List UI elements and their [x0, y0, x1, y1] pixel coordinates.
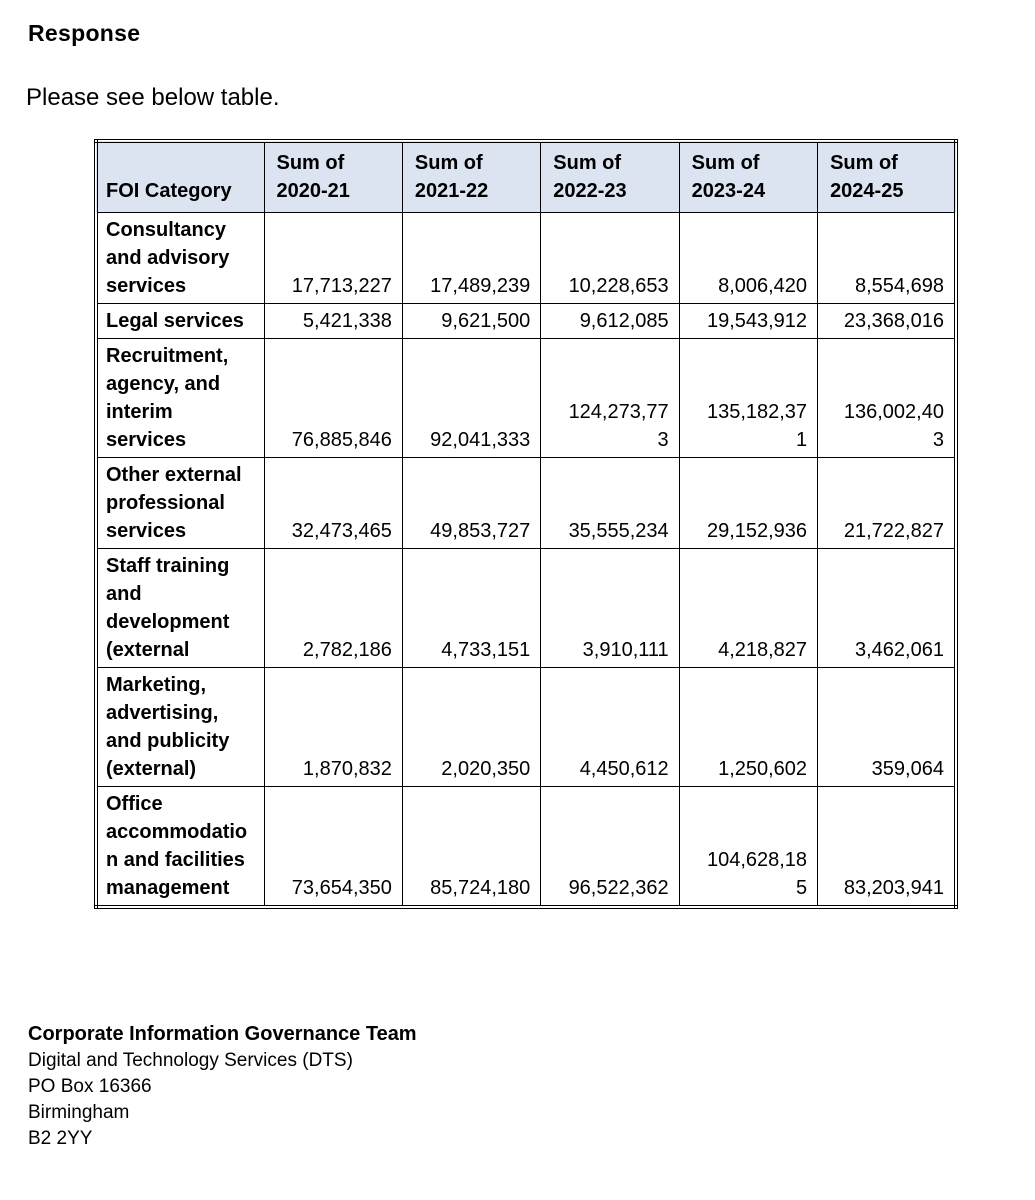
value-cell: 4,218,827: [678, 548, 819, 668]
value-cell: 17,489,239: [401, 212, 542, 304]
column-header-2020-21: Sum of 2020-21: [263, 140, 403, 213]
value-cell: 29,152,936: [678, 457, 819, 549]
table-row: Staff training and development (external…: [95, 548, 957, 668]
value-cell: 135,182,371: [678, 338, 819, 458]
value-cell: 136,002,403: [817, 338, 957, 458]
value-cell: 124,273,773: [540, 338, 680, 458]
value-cell: 359,064: [817, 667, 957, 787]
column-header-2022-23: Sum of 2022-23: [540, 140, 680, 213]
value-cell: 73,654,350: [263, 786, 403, 908]
category-cell: Marketing, advertising, and publicity (e…: [95, 667, 265, 787]
value-cell: 104,628,185: [678, 786, 819, 908]
value-cell: 8,006,420: [678, 212, 819, 304]
value-cell: 83,203,941: [817, 786, 957, 908]
value-cell: 3,462,061: [817, 548, 957, 668]
value-cell: 35,555,234: [540, 457, 680, 549]
category-cell: Legal services: [95, 303, 265, 339]
column-header-2024-25: Sum of 2024-25: [817, 140, 957, 213]
value-cell: 1,250,602: [678, 667, 819, 787]
footer-signature-block: Corporate Information Governance Team Di…: [28, 1021, 1015, 1152]
document-page: Response Please see below table. FOI Cat…: [26, 20, 1015, 1152]
page-title: Response: [28, 20, 141, 46]
footer-address-line: Birmingham: [28, 1102, 130, 1123]
value-cell: 3,910,111: [540, 548, 680, 668]
category-cell: Other external professional services: [95, 457, 265, 549]
table-container: FOI Category Sum of 2020-21 Sum of 2021-…: [94, 139, 1015, 909]
table-row: Consultancy and advisory services 17,713…: [95, 212, 957, 304]
footer-address-line: PO Box 16366: [28, 1076, 152, 1097]
intro-text: Please see below table.: [26, 84, 280, 111]
value-cell: 10,228,653: [540, 212, 680, 304]
value-cell: 9,612,085: [540, 303, 680, 339]
table-row: Office accommodation and facilities mana…: [95, 786, 957, 908]
table-row: Recruitment, agency, and interim service…: [95, 338, 957, 458]
value-cell: 23,368,016: [817, 303, 957, 339]
value-cell: 5,421,338: [263, 303, 403, 339]
footer-address-line: B2 2YY: [28, 1128, 93, 1149]
table-row: Legal services 5,421,338 9,621,500 9,612…: [95, 303, 957, 339]
category-cell: Office accommodation and facilities mana…: [95, 786, 265, 908]
value-cell: 1,870,832: [263, 667, 403, 787]
column-header-2023-24: Sum of 2023-24: [678, 140, 819, 213]
header-row: FOI Category Sum of 2020-21 Sum of 2021-…: [95, 140, 957, 213]
value-cell: 85,724,180: [401, 786, 542, 908]
column-header-foi-category: FOI Category: [95, 140, 265, 213]
value-cell: 32,473,465: [263, 457, 403, 549]
footer-address-line: Digital and Technology Services (DTS): [28, 1050, 353, 1071]
category-cell: Consultancy and advisory services: [95, 212, 265, 304]
value-cell: 96,522,362: [540, 786, 680, 908]
value-cell: 21,722,827: [817, 457, 957, 549]
category-cell: Staff training and development (external: [95, 548, 265, 668]
value-cell: 76,885,846: [263, 338, 403, 458]
footer-team-name: Corporate Information Governance Team: [28, 1023, 417, 1045]
value-cell: 8,554,698: [817, 212, 957, 304]
foi-spend-table: FOI Category Sum of 2020-21 Sum of 2021-…: [94, 139, 958, 909]
value-cell: 49,853,727: [401, 457, 542, 549]
column-header-2021-22: Sum of 2021-22: [401, 140, 542, 213]
value-cell: 4,450,612: [540, 667, 680, 787]
table-row: Marketing, advertising, and publicity (e…: [95, 667, 957, 787]
table-row: Other external professional services 32,…: [95, 457, 957, 549]
value-cell: 4,733,151: [401, 548, 542, 668]
value-cell: 92,041,333: [401, 338, 542, 458]
value-cell: 9,621,500: [401, 303, 542, 339]
value-cell: 2,782,186: [263, 548, 403, 668]
category-cell: Recruitment, agency, and interim service…: [95, 338, 265, 458]
value-cell: 17,713,227: [263, 212, 403, 304]
value-cell: 19,543,912: [678, 303, 819, 339]
value-cell: 2,020,350: [401, 667, 542, 787]
